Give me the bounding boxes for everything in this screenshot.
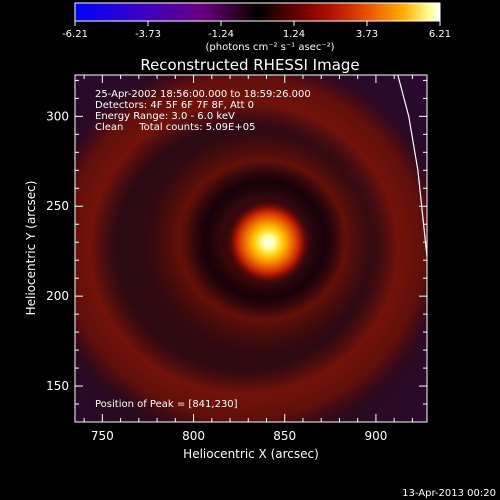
x-tick-label: 900	[364, 429, 387, 443]
peak-source	[226, 200, 311, 285]
x-tick-label: 850	[273, 429, 296, 443]
plot-frame	[74, 74, 428, 423]
x-axis-ticks: 750 800 850 900	[83, 75, 413, 443]
annotation-total-counts: Clean Total counts: 5.09E+05	[95, 122, 255, 133]
y-axis-ticks: 150 200 250 300	[46, 79, 427, 405]
colorbar-ticks	[74, 21, 441, 26]
y-tick-label: 300	[46, 109, 69, 123]
y-tick-label: 150	[46, 379, 69, 393]
annotation-detectors: Detectors: 4F 5F 6F 7F 8F, Att 0	[95, 100, 254, 111]
x-axis-label: Heliocentric X (arcsec)	[183, 447, 319, 461]
annotation-time-range: 25-Apr-2002 18:56:00.000 to 18:59:26.000	[95, 89, 311, 100]
colorbar-tick-label: -3.73	[135, 29, 161, 40]
colorbar-tick-label: -1.24	[208, 29, 234, 40]
colorbar-tick-label: 6.21	[429, 29, 451, 40]
y-tick-label: 250	[46, 199, 69, 213]
colorbar-tick-label: -6.21	[62, 29, 88, 40]
colorbar-tick-label: 3.73	[356, 29, 378, 40]
colorbar-tick-labels: -6.21 -3.73 -1.24 1.24 3.73 6.21	[62, 29, 451, 40]
heatmap-image	[75, 75, 427, 422]
annotation-energy-range: Energy Range: 3.0 - 6.0 keV	[95, 111, 235, 122]
peak-position-label: Position of Peak = [841,230]	[95, 399, 238, 410]
colorbar-tick-label: 1.24	[283, 29, 305, 40]
x-tick-label: 750	[91, 429, 114, 443]
solar-limb-line	[397, 75, 427, 257]
colorbar	[74, 2, 441, 22]
y-axis-label: Heliocentric Y (arcsec)	[24, 181, 38, 316]
colorbar-unit-label: (photons cm⁻² s⁻¹ asec⁻²)	[205, 42, 334, 53]
x-tick-label: 800	[182, 429, 205, 443]
footer-timestamp: 13-Apr-2013 00:20	[402, 488, 496, 499]
chart-title: Reconstructed RHESSI Image	[140, 56, 359, 74]
y-tick-label: 200	[46, 289, 69, 303]
